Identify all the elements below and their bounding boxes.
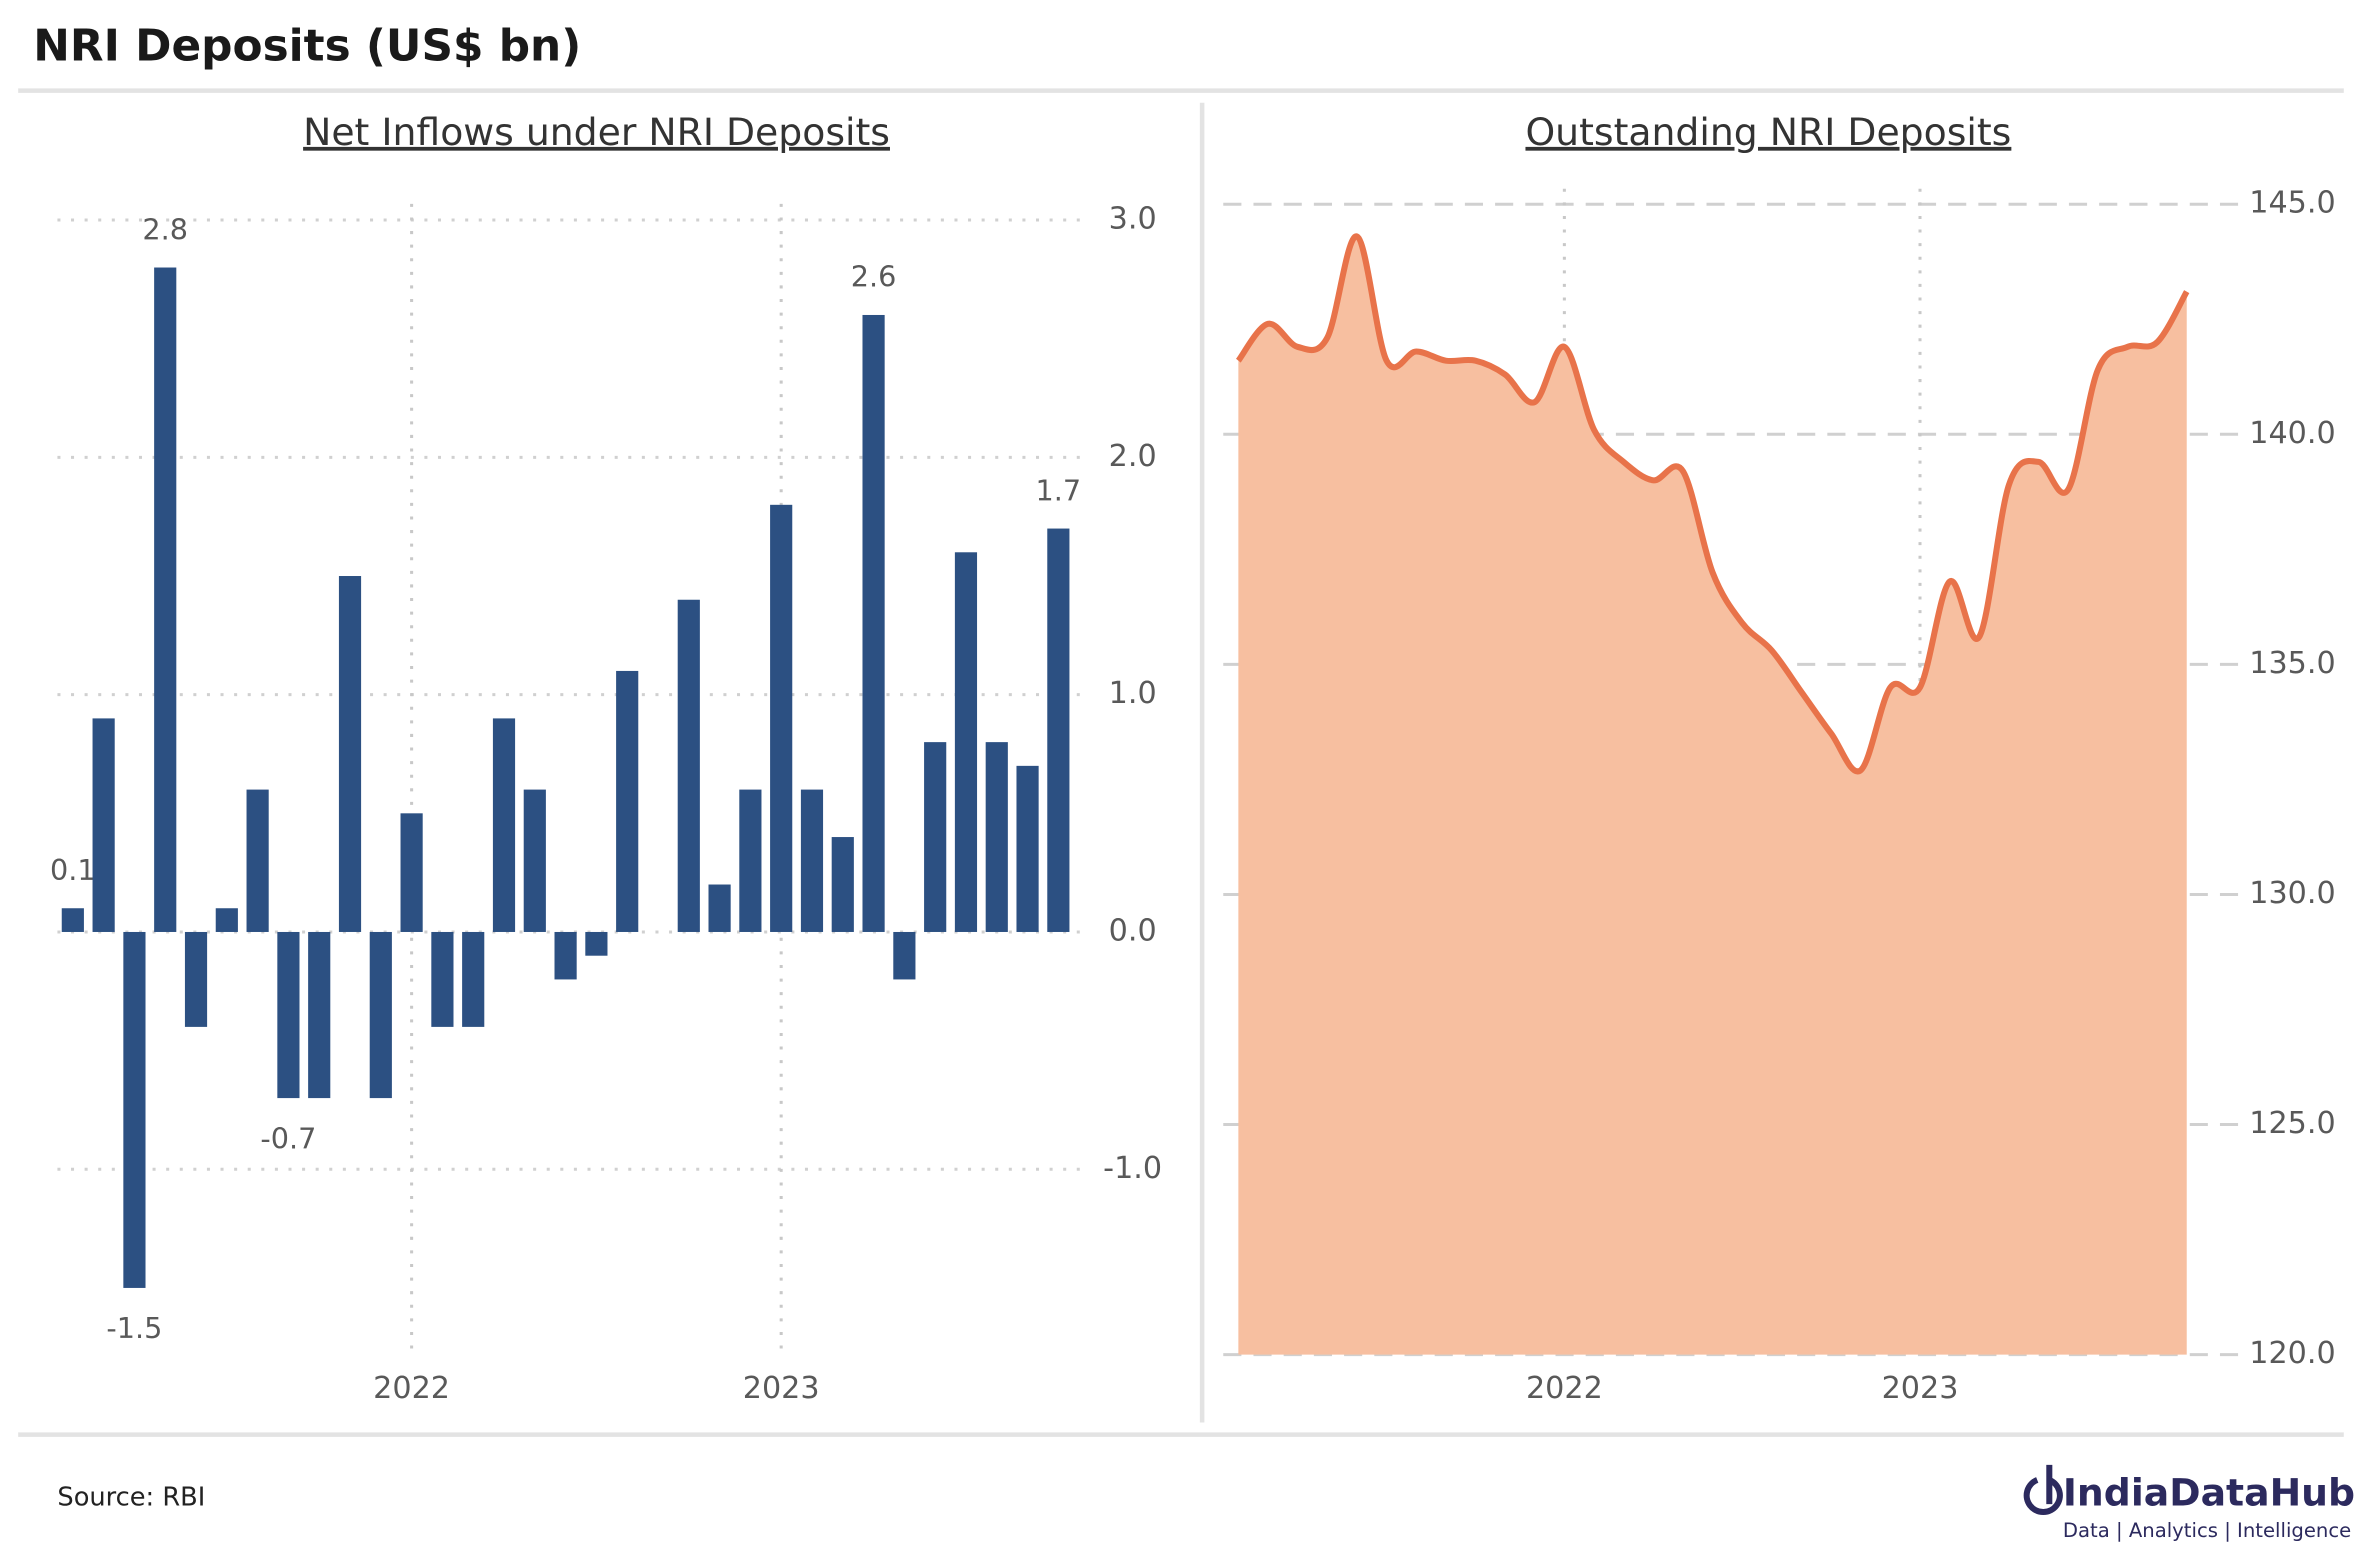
y-tick-label: 1.0 <box>1109 676 1157 711</box>
bar <box>739 789 762 932</box>
bar <box>862 314 885 932</box>
page-title: NRI Deposits (US$ bn) <box>33 20 581 71</box>
data-label: -0.7 <box>260 1121 316 1155</box>
y-tick-label: -1.0 <box>1103 1151 1162 1186</box>
subplot-title: Outstanding NRI Deposits <box>1525 110 2011 154</box>
bar <box>246 789 269 932</box>
data-label: 0.1 <box>50 853 96 887</box>
bar <box>924 742 947 932</box>
y-tick-label: 140.0 <box>2249 416 2335 451</box>
bar <box>123 931 146 1288</box>
area <box>1238 236 2187 1355</box>
y-tick-label: 2.0 <box>1109 439 1157 474</box>
bar <box>338 576 362 932</box>
bar <box>831 837 854 932</box>
bar <box>616 670 639 932</box>
data-label: 2.6 <box>851 260 897 294</box>
bar <box>308 931 331 1099</box>
data-label: 1.7 <box>1036 473 1082 507</box>
bar <box>554 931 577 980</box>
bar <box>523 789 546 932</box>
x-tick-label: 2023 <box>1882 1371 1959 1406</box>
x-tick-label: 2022 <box>1526 1371 1603 1406</box>
y-tick-label: 135.0 <box>2249 646 2335 681</box>
bar <box>770 504 793 932</box>
logo: IndiaDataHub Data | Analytics | Intellig… <box>2023 1464 2355 1542</box>
brand-name: IndiaDataHub <box>2063 1471 2355 1515</box>
bar <box>985 742 1008 932</box>
data-label: -1.5 <box>106 1311 162 1345</box>
subplot-title: Net Inflows under NRI Deposits <box>303 110 890 154</box>
bar <box>431 931 454 1027</box>
y-tick-label: 125.0 <box>2249 1106 2335 1141</box>
bar <box>677 599 700 932</box>
bar <box>92 718 115 932</box>
bar <box>954 552 978 932</box>
bar <box>1016 765 1039 932</box>
y-tick-label: 3.0 <box>1109 202 1157 237</box>
bar <box>61 908 84 932</box>
y-tick-label: 120.0 <box>2249 1336 2335 1371</box>
bar <box>1047 528 1070 932</box>
bar <box>215 908 238 932</box>
bar <box>708 884 731 932</box>
x-tick-label: 2022 <box>373 1371 450 1406</box>
bar <box>154 267 177 932</box>
bar <box>184 931 208 1027</box>
x-tick-label: 2023 <box>743 1371 820 1406</box>
bar <box>400 813 423 932</box>
y-tick-label: 145.0 <box>2249 186 2335 221</box>
bar <box>893 931 916 980</box>
logo-icon <box>2023 1464 2063 1516</box>
bar <box>492 718 516 932</box>
bar <box>800 789 824 932</box>
bar <box>369 931 392 1099</box>
brand-tagline: Data | Analytics | Intelligence <box>2063 1519 2351 1542</box>
bar <box>462 931 485 1027</box>
y-tick-label: 0.0 <box>1109 913 1157 948</box>
data-label: 2.8 <box>142 212 188 246</box>
source: Source: RBI <box>57 1483 205 1513</box>
line <box>1235 233 2190 775</box>
y-tick-label: 130.0 <box>2249 876 2335 911</box>
bar <box>585 931 608 956</box>
bar <box>277 931 300 1099</box>
